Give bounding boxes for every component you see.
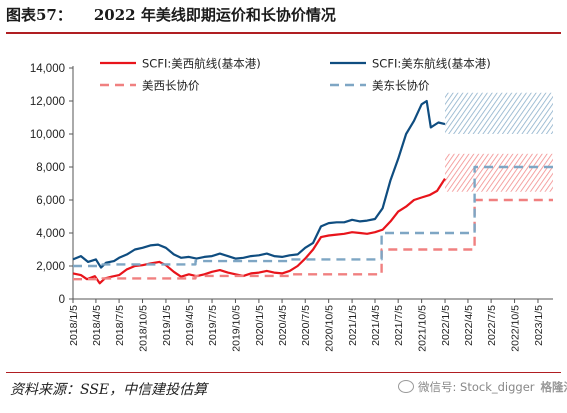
source-note: 资料来源：SSE，中信建投估算 [10, 382, 208, 398]
x-tick-label: 2020/7/5 [300, 305, 312, 346]
watermark-text: 微信号: Stock_digger [418, 380, 535, 394]
x-tick-label: 2020/4/5 [277, 305, 289, 346]
x-tick-label: 2019/10/5 [230, 305, 242, 352]
chart-axes: 0 2,000 4,000 6,000 8,000 10,000 12,000 14,000 2… [30, 63, 553, 352]
west-contract-line [73, 198, 553, 281]
legend-west-contract-label: 美西长协价 [142, 79, 200, 93]
x-tick-label: 2018/10/5 [138, 305, 150, 352]
watermark-logo: 格隆汇 [540, 380, 567, 394]
legend-scfi-east: SCFI:美东航线(基本港) [330, 57, 491, 71]
top-rule [6, 32, 561, 34]
x-tick-label: 2022/10/5 [510, 305, 522, 352]
x-tick-label: 2023/1/5 [533, 305, 545, 346]
wechat-icon [398, 380, 414, 393]
scfi-west-line [72, 178, 446, 285]
x-tick-label: 2019/7/5 [207, 305, 219, 346]
y-tick-label: 0 [59, 294, 65, 306]
x-tick-label: 2022/1/5 [440, 305, 452, 346]
x-tick-label: 2020/1/5 [254, 305, 266, 346]
x-tick-label: 2022/7/5 [486, 305, 498, 346]
west-forecast-range [445, 153, 553, 192]
forecast-ranges [445, 92, 553, 192]
y-tick-label: 4,000 [36, 228, 65, 240]
watermark: 微信号: Stock_digger 格隆汇 [398, 379, 567, 395]
x-tick-label: 2021/1/5 [347, 305, 359, 346]
x-tick-label: 2020/10/5 [324, 305, 336, 352]
legend-scfi-west-label: SCFI:美西航线(基本港) [142, 57, 261, 71]
x-tick-label: 2021/10/5 [417, 305, 429, 352]
x-tick-label: 2018/4/5 [91, 305, 103, 346]
y-tick-label: 2,000 [36, 261, 65, 273]
legend-west-contract: 美西长协价 [100, 79, 200, 93]
x-tick-label: 2018/1/5 [68, 305, 80, 346]
x-tick-label: 2021/7/5 [393, 305, 405, 346]
y-tick-label: 8,000 [36, 162, 65, 174]
legend-scfi-west: SCFI:美西航线(基本港) [100, 57, 261, 71]
east-contract-line [73, 165, 553, 268]
legend-east-contract-label: 美东长协价 [372, 79, 430, 93]
legend-scfi-east-label: SCFI:美东航线(基本港) [372, 57, 491, 71]
y-tick-label: 12,000 [30, 96, 65, 108]
y-tick-label: 10,000 [30, 129, 65, 141]
series-lines [72, 99, 553, 285]
figure-title: 2022 年美线即期运价和长协价情况 [93, 6, 336, 24]
y-tick-label: 6,000 [36, 195, 65, 207]
x-tick-label: 2019/4/5 [184, 305, 196, 346]
x-tick-label: 2021/4/5 [370, 305, 382, 346]
chart-legend: SCFI:美西航线(基本港) SCFI:美东航线(基本港) 美西长协价 美东长协价 [100, 57, 491, 93]
y-tick-label: 14,000 [30, 63, 65, 75]
bottom-rule [6, 372, 561, 373]
x-tick-label: 2022/4/5 [463, 305, 475, 346]
scfi-east-line [72, 99, 446, 269]
x-tick-label: 2018/7/5 [114, 305, 126, 346]
figure-number: 图表57： [6, 6, 72, 24]
legend-east-contract: 美东长协价 [330, 79, 430, 93]
east-forecast-range [445, 92, 553, 134]
x-tick-label: 2019/1/5 [161, 305, 173, 346]
chart-title: 图表57： 2022 年美线即期运价和长协价情况 [6, 4, 336, 25]
